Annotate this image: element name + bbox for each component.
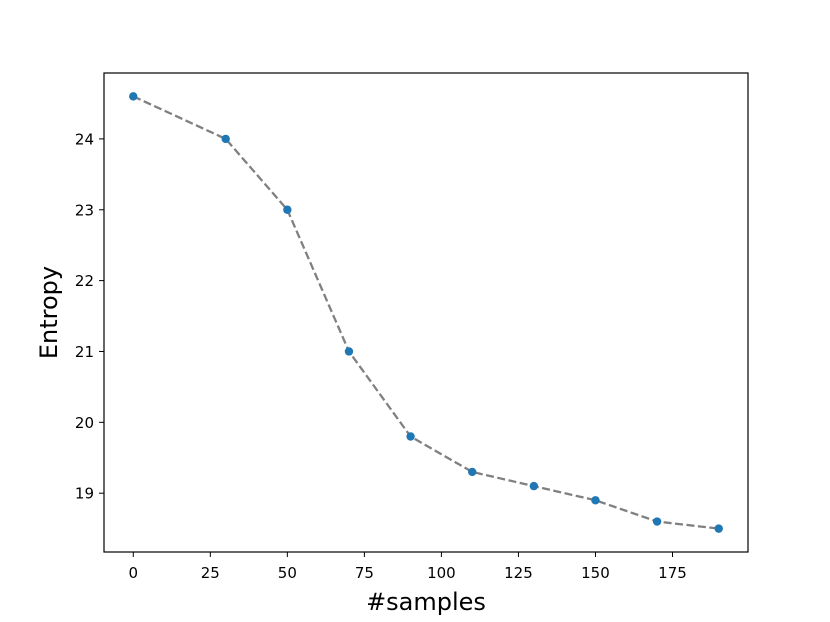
x-tick-label: 100 — [427, 564, 456, 582]
data-point — [529, 481, 539, 491]
y-tick-label: 19 — [75, 485, 94, 503]
data-point — [283, 205, 292, 214]
plot-frame — [103, 72, 749, 553]
x-tick-label: 150 — [581, 564, 610, 582]
data-point — [591, 496, 600, 505]
data-point — [468, 467, 477, 477]
data-point — [652, 517, 662, 526]
y-tick-label: 22 — [75, 272, 94, 290]
x-tick-label: 0 — [128, 564, 138, 582]
plot-area — [103, 72, 749, 553]
y-tick-label: 24 — [75, 130, 94, 148]
y-tick-label: 23 — [75, 201, 94, 219]
y-tick-label: 20 — [75, 414, 94, 432]
x-tick-label: 175 — [658, 564, 687, 582]
x-tick-label: 25 — [201, 564, 220, 582]
series-layer — [129, 92, 723, 533]
x-tick-label: 75 — [355, 564, 374, 582]
y-tick-label: 21 — [75, 343, 94, 361]
data-point — [221, 134, 230, 144]
x-tick-label: 125 — [504, 564, 533, 582]
series-line — [132, 95, 719, 530]
data-point — [406, 432, 415, 441]
x-tick-label: 50 — [278, 564, 297, 582]
y-axis-title: Entropy — [35, 266, 63, 359]
data-point — [129, 92, 138, 101]
y-axis: 19 20 21 22 23 24 — [75, 130, 104, 503]
x-axis: 0 25 50 75 100 125 150 175 — [128, 552, 687, 582]
x-axis-title: #samples — [366, 588, 486, 616]
data-point — [714, 524, 723, 533]
data-point — [344, 347, 354, 356]
